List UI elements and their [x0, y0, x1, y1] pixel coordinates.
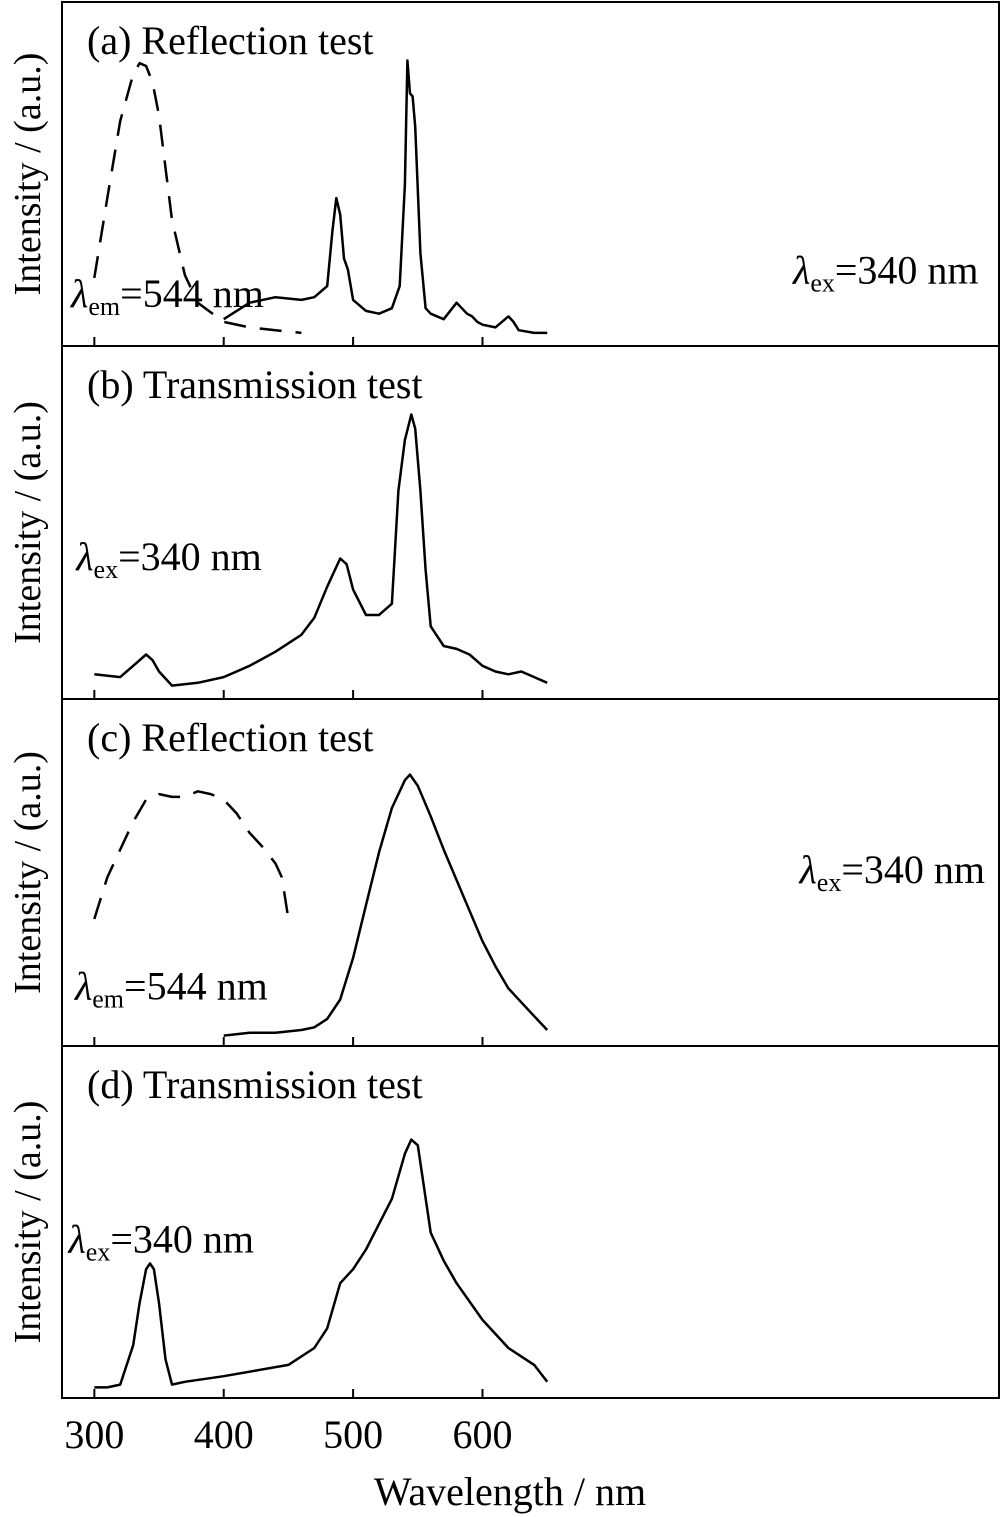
annotation-label: λem=544 nm [70, 271, 264, 321]
y-axis-label: Intensity / (a.u.) [7, 751, 49, 994]
y-axis-label: Intensity / (a.u.) [7, 401, 49, 644]
emission-curve [223, 773, 549, 1037]
emission-curve [94, 1138, 549, 1389]
panels: (a) Reflection test Intensity / (a.u.) λem… [7, 1, 1000, 1399]
x-tick-label: 600 [452, 1412, 512, 1457]
annotation-label: λex=340 nm [75, 534, 262, 584]
x-axis: 300 400 500 600 [64, 1412, 512, 1457]
panel-frame [61, 1045, 1000, 1399]
annotation-label: λem=544 nm [74, 964, 268, 1014]
excitation-curve [93, 61, 302, 335]
y-axis-label: Intensity / (a.u.) [7, 53, 49, 296]
annotation-label: λex=340 nm [792, 247, 979, 297]
panel-b: (b) Transmission test Intensity / (a.u.) λ… [7, 345, 1000, 700]
panel-title: (c) Reflection test [87, 715, 374, 760]
x-axis-label: Wavelength / nm [374, 1469, 646, 1514]
x-tick-label: 500 [323, 1412, 383, 1457]
panel-c: (c) Reflection test Intensity / (a.u.) λem… [7, 698, 1000, 1047]
x-tick-label: 400 [194, 1412, 254, 1457]
panel-a: (a) Reflection test Intensity / (a.u.) λem… [7, 1, 1000, 347]
panel-title: (b) Transmission test [87, 362, 423, 407]
excitation-curve [93, 790, 290, 920]
x-tick-label: 300 [64, 1412, 124, 1457]
y-axis-label: Intensity / (a.u.) [7, 1101, 49, 1344]
annotation-label: λex=340 nm [67, 1216, 254, 1266]
annotation-label: λex=340 nm [798, 847, 985, 897]
panel-title: (d) Transmission test [87, 1062, 423, 1107]
panel-d: (d) Transmission test Intensity / (a.u.) λ… [7, 1045, 1000, 1399]
emission-curve [94, 413, 548, 687]
emission-curve [223, 59, 548, 335]
panel-title: (a) Reflection test [87, 18, 374, 63]
